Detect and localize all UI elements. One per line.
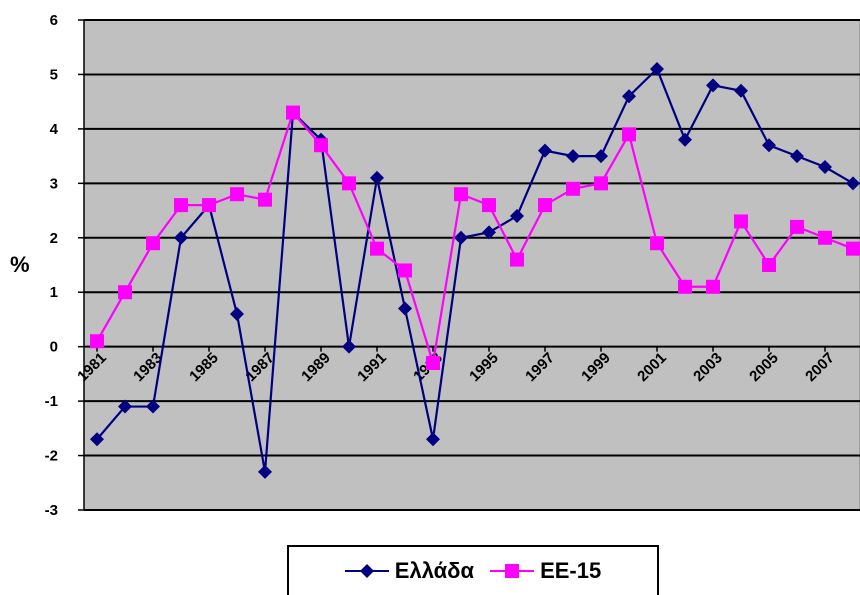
data-point-greece [678, 132, 692, 147]
data-point-eu15 [342, 176, 356, 191]
y-tick-label: -2 [45, 448, 58, 465]
y-tick-label: -3 [45, 502, 58, 519]
data-point-greece [342, 339, 356, 354]
data-point-eu15 [790, 219, 804, 234]
data-point-eu15 [594, 176, 608, 191]
data-point-eu15 [426, 356, 440, 370]
series-line-eu15 [96, 110, 854, 364]
data-point-eu15 [678, 279, 692, 294]
legend-marker-eu15 [490, 564, 535, 578]
legend-item-greece: Ελλάδα [344, 558, 475, 584]
data-point-greece [370, 170, 384, 185]
data-point-greece [90, 432, 104, 447]
data-point-eu15 [146, 236, 160, 251]
data-point-greece [790, 149, 804, 164]
legend-label-eu15: ΕΕ-15 [540, 558, 602, 583]
data-point-greece [622, 89, 636, 104]
y-tick-label: 1 [50, 284, 58, 301]
data-point-eu15 [762, 258, 776, 272]
data-point-greece [426, 432, 440, 447]
y-tick-label: 2 [50, 230, 58, 247]
data-point-greece [258, 464, 272, 479]
data-point-eu15 [230, 187, 244, 202]
data-point-eu15 [510, 252, 524, 267]
data-point-greece [650, 62, 664, 76]
y-tick-label: 5 [50, 66, 58, 83]
data-point-greece [594, 149, 608, 164]
data-point-greece [762, 138, 776, 153]
data-point-greece [398, 301, 412, 316]
data-point-greece [174, 230, 188, 245]
data-point-eu15 [650, 236, 664, 251]
legend-item-eu15: ΕΕ-15 [490, 558, 601, 584]
y-tick-label: 0 [50, 339, 58, 356]
data-point-greece [230, 307, 244, 321]
data-point-eu15 [286, 105, 300, 120]
legend-marker-greece [344, 564, 389, 578]
data-point-eu15 [454, 187, 468, 202]
data-point-eu15 [258, 192, 272, 207]
data-point-eu15 [174, 198, 188, 213]
data-point-eu15 [314, 138, 328, 153]
y-tick-label: 3 [50, 175, 58, 192]
data-point-greece [482, 225, 496, 240]
data-point-greece [538, 143, 552, 158]
data-point-eu15 [706, 279, 720, 294]
data-point-greece [454, 230, 468, 245]
data-point-eu15 [118, 285, 132, 300]
data-point-greece [146, 399, 160, 414]
data-point-greece [706, 78, 720, 93]
data-point-greece [818, 160, 832, 174]
data-point-eu15 [538, 198, 552, 213]
legend: Ελλάδα ΕΕ-15 [287, 545, 659, 595]
legend-label-greece: Ελλάδα [394, 558, 475, 583]
data-point-eu15 [734, 214, 748, 229]
data-point-eu15 [818, 230, 832, 245]
y-tick-label: 4 [50, 121, 59, 138]
y-axis-label: % [10, 252, 30, 277]
data-point-greece [118, 399, 132, 414]
y-tick-label: 6 [50, 12, 58, 29]
data-point-eu15 [370, 241, 384, 256]
data-point-eu15 [398, 263, 412, 278]
data-point-eu15 [202, 198, 216, 213]
data-point-eu15 [566, 181, 580, 196]
series-line-greece [96, 67, 854, 473]
data-point-eu15 [622, 127, 636, 142]
y-tick-label: -1 [45, 393, 58, 410]
data-point-greece [846, 176, 860, 191]
data-point-greece [734, 83, 748, 98]
data-point-eu15 [846, 241, 860, 256]
plot-area [83, 19, 860, 511]
data-point-greece [566, 149, 580, 164]
data-point-greece [510, 209, 524, 223]
data-point-eu15 [90, 334, 104, 349]
data-point-eu15 [482, 198, 496, 213]
